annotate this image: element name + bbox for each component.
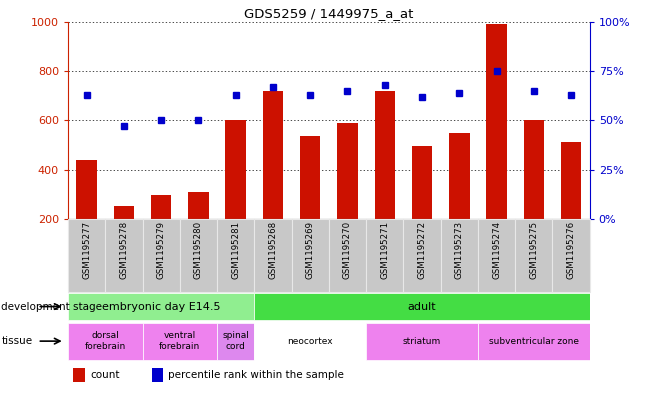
Bar <box>68 323 143 360</box>
Text: percentile rank within the sample: percentile rank within the sample <box>168 370 344 380</box>
Text: spinal
cord: spinal cord <box>222 331 249 351</box>
Text: GSM1195270: GSM1195270 <box>343 221 352 279</box>
Bar <box>262 91 283 219</box>
Bar <box>217 323 254 360</box>
Bar <box>411 146 432 219</box>
Text: GSM1195274: GSM1195274 <box>492 221 501 279</box>
Text: neocortex: neocortex <box>288 337 333 345</box>
Text: dorsal
forebrain: dorsal forebrain <box>85 331 126 351</box>
Text: GSM1195271: GSM1195271 <box>380 221 389 279</box>
Bar <box>68 219 105 292</box>
Bar <box>113 206 134 219</box>
Bar <box>337 123 358 219</box>
Text: embryonic day E14.5: embryonic day E14.5 <box>102 301 220 312</box>
Text: GSM1195275: GSM1195275 <box>529 221 538 279</box>
Bar <box>179 219 217 292</box>
Bar <box>217 219 254 292</box>
Bar <box>486 24 507 219</box>
Title: GDS5259 / 1449975_a_at: GDS5259 / 1449975_a_at <box>244 7 413 20</box>
Bar <box>478 219 515 292</box>
Bar <box>366 323 478 360</box>
Text: development stage: development stage <box>1 301 102 312</box>
Bar <box>366 219 403 292</box>
Text: GSM1195277: GSM1195277 <box>82 221 91 279</box>
Text: GSM1195280: GSM1195280 <box>194 221 203 279</box>
Text: GSM1195268: GSM1195268 <box>268 221 277 279</box>
Bar <box>329 219 366 292</box>
Text: GSM1195273: GSM1195273 <box>455 221 464 279</box>
Text: GSM1195276: GSM1195276 <box>566 221 575 279</box>
Bar <box>226 120 246 219</box>
Bar <box>76 160 97 219</box>
Text: striatum: striatum <box>403 337 441 345</box>
Bar <box>105 219 143 292</box>
Text: GSM1195272: GSM1195272 <box>417 221 426 279</box>
Bar <box>552 219 590 292</box>
Bar <box>524 120 544 219</box>
Bar <box>254 293 590 320</box>
Bar <box>441 219 478 292</box>
Bar <box>478 323 590 360</box>
Bar <box>152 368 163 382</box>
Text: GSM1195269: GSM1195269 <box>306 221 315 279</box>
Text: subventricular zone: subventricular zone <box>489 337 579 345</box>
Bar <box>143 219 179 292</box>
Text: count: count <box>90 370 119 380</box>
Bar <box>561 142 581 219</box>
Text: ventral
forebrain: ventral forebrain <box>159 331 200 351</box>
Text: GSM1195281: GSM1195281 <box>231 221 240 279</box>
Bar <box>449 132 470 219</box>
Text: GSM1195279: GSM1195279 <box>157 221 166 279</box>
Bar <box>292 219 329 292</box>
Bar <box>300 136 321 219</box>
Bar <box>375 91 395 219</box>
Bar <box>68 293 254 320</box>
Text: adult: adult <box>408 301 436 312</box>
Bar <box>73 368 85 382</box>
Text: tissue: tissue <box>1 336 32 346</box>
Bar <box>254 323 366 360</box>
Bar <box>143 323 217 360</box>
Bar <box>151 195 172 219</box>
Bar <box>188 192 209 219</box>
Bar <box>254 219 292 292</box>
Bar <box>403 219 441 292</box>
Text: GSM1195278: GSM1195278 <box>119 221 128 279</box>
Bar <box>515 219 552 292</box>
